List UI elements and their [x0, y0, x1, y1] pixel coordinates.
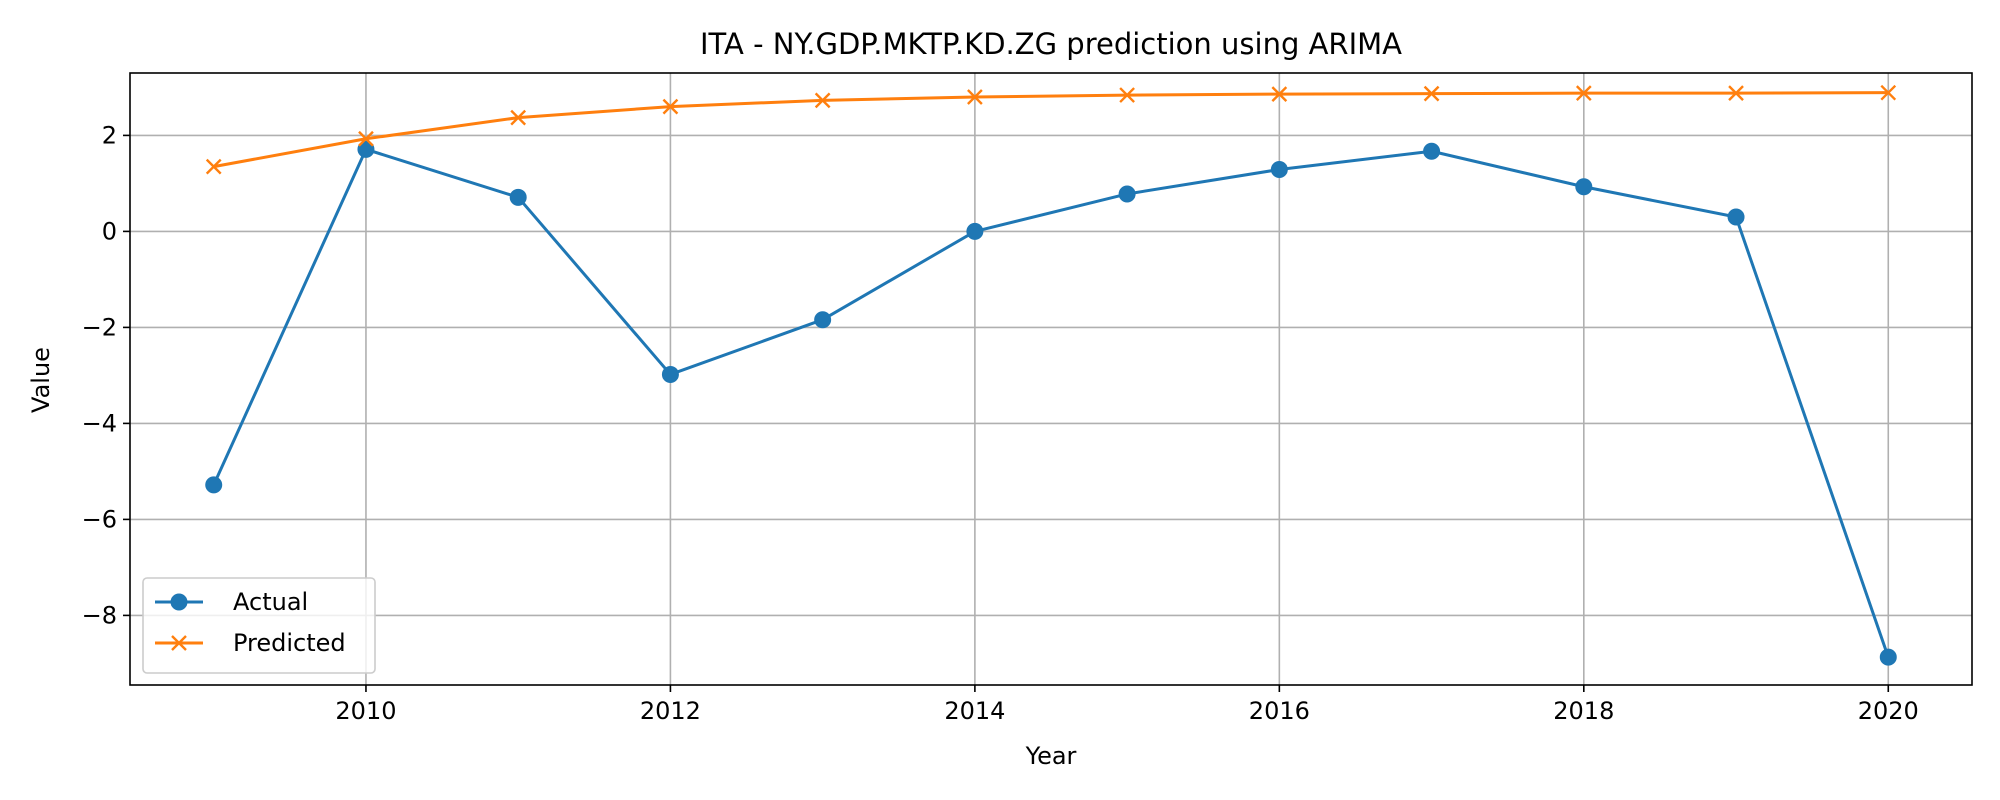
actual-series-line — [212, 147, 1890, 658]
legend-label-actual: Actual — [233, 588, 308, 616]
predicted-data-point — [510, 109, 527, 126]
x-axis-title: Year — [1025, 742, 1077, 770]
predicted-data-point — [205, 158, 222, 175]
actual-data-point — [357, 140, 375, 158]
predicted-data-point — [967, 89, 983, 105]
x-tick-label: 2018 — [1553, 697, 1614, 725]
predicted-data-point — [1575, 85, 1592, 102]
actual-data-point — [1118, 185, 1136, 203]
y-tick-label: −6 — [82, 505, 117, 533]
legend-label-predicted: Predicted — [233, 629, 346, 657]
y-tick-label: −4 — [82, 409, 117, 437]
predicted-data-point — [1880, 84, 1897, 101]
y-tick-label: 0 — [102, 217, 117, 245]
legend-marker-actual — [170, 593, 188, 611]
x-tick-label: 2016 — [1249, 697, 1310, 725]
legend-entry-actual: Actual — [155, 588, 308, 616]
plot-frame — [129, 72, 1973, 686]
chart-title: ITA - NY.GDP.MKTP.KD.ZG prediction using… — [700, 27, 1402, 61]
y-tick-label: 2 — [102, 121, 117, 149]
legend: Actual Predicted — [142, 577, 376, 674]
predicted-series-line — [213, 91, 1889, 169]
y-axis-title: Value — [27, 347, 55, 413]
y-tick-label: −8 — [82, 601, 117, 629]
actual-data-point — [509, 188, 527, 206]
actual-data-point — [1727, 208, 1745, 226]
actual-data-point — [814, 311, 832, 329]
x-tick-label: 2010 — [335, 697, 396, 725]
legend-marker-predicted — [171, 635, 187, 651]
actual-data-point — [661, 365, 679, 383]
x-tick-label: 2012 — [640, 697, 701, 725]
legend-entry-predicted: Predicted — [155, 629, 346, 657]
predicted-data-point — [358, 130, 374, 147]
actual-data-point — [1423, 142, 1441, 160]
actual-data-point — [205, 476, 223, 494]
predicted-data-point — [1119, 87, 1135, 103]
grid — [130, 73, 1972, 685]
predicted-data-point — [1271, 86, 1288, 102]
predicted-data-point — [662, 98, 679, 115]
actual-data-point — [1270, 160, 1288, 178]
x-tick-label: 2014 — [944, 697, 1005, 725]
x-tick-label: 2020 — [1858, 697, 1919, 725]
series-layer — [205, 84, 1897, 666]
predicted-data-point — [814, 92, 831, 109]
actual-data-point — [1879, 648, 1897, 666]
actual-data-point — [1575, 178, 1593, 196]
actual-data-point — [966, 222, 984, 240]
y-tick-label: −2 — [82, 313, 117, 341]
predicted-data-point — [1423, 85, 1440, 102]
ticks: 2010 2012 2014 2016 2018 2020 −8 −6 −4 −2 0 2 — [82, 121, 1919, 725]
predicted-data-point — [1728, 85, 1744, 102]
